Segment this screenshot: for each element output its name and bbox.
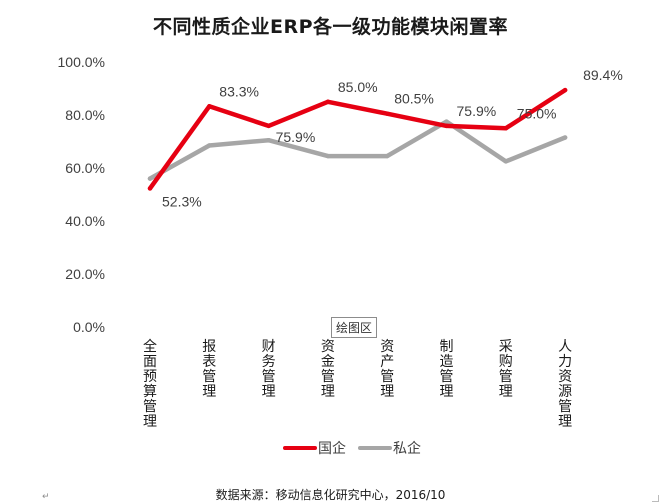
data-label: 52.3% bbox=[162, 193, 202, 209]
y-tick-label: 20.0% bbox=[65, 266, 105, 282]
data-point[interactable] bbox=[444, 119, 449, 124]
legend-label: 国企 bbox=[318, 440, 346, 457]
svg-text:财: 财 bbox=[262, 339, 276, 355]
svg-text:管: 管 bbox=[440, 369, 454, 385]
svg-text:全: 全 bbox=[143, 338, 157, 355]
svg-text:理: 理 bbox=[440, 384, 454, 400]
svg-text:预: 预 bbox=[143, 369, 157, 385]
resize-handle-icon[interactable] bbox=[652, 495, 659, 502]
svg-text:理: 理 bbox=[558, 414, 572, 430]
source-note: 数据来源：移动信息化研究中心，2016/10 bbox=[215, 488, 446, 502]
svg-text:理: 理 bbox=[143, 414, 157, 430]
data-point[interactable] bbox=[207, 104, 212, 109]
data-point[interactable] bbox=[503, 159, 508, 164]
series-line-state[interactable] bbox=[147, 87, 568, 191]
svg-text:资: 资 bbox=[321, 339, 335, 355]
legend-item[interactable]: 国企 bbox=[283, 440, 346, 457]
svg-text:管: 管 bbox=[558, 399, 572, 415]
svg-text:管: 管 bbox=[202, 369, 216, 385]
data-label: 85.0% bbox=[338, 79, 378, 95]
series-line-private[interactable] bbox=[147, 119, 568, 181]
data-label: 75.9% bbox=[276, 129, 316, 145]
data-label: 80.5% bbox=[394, 91, 434, 107]
svg-text:管: 管 bbox=[143, 399, 157, 415]
chart-title: 不同性质企业ERP各一级功能模块闲置率 bbox=[152, 16, 509, 38]
y-tick-label: 0.0% bbox=[73, 319, 105, 335]
data-point[interactable] bbox=[266, 137, 271, 143]
svg-text:制: 制 bbox=[440, 339, 454, 355]
data-point[interactable] bbox=[266, 123, 271, 129]
svg-text:力: 力 bbox=[558, 354, 572, 370]
svg-text:造: 造 bbox=[440, 354, 454, 370]
legend-label: 私企 bbox=[393, 440, 421, 457]
svg-text:管: 管 bbox=[262, 369, 276, 385]
data-point[interactable] bbox=[147, 186, 153, 191]
svg-text:管: 管 bbox=[499, 369, 513, 385]
svg-text:资: 资 bbox=[380, 339, 394, 355]
y-tick-label: 100.0% bbox=[58, 54, 105, 70]
svg-text:人: 人 bbox=[558, 339, 572, 355]
data-label: 75.9% bbox=[457, 103, 497, 119]
y-axis-ticks: 0.0% 20.0% 40.0% 60.0% 80.0% 100.0% bbox=[58, 54, 105, 335]
plot-area-tag: 绘图区 bbox=[331, 317, 378, 338]
svg-text:理: 理 bbox=[262, 384, 276, 400]
svg-text:理: 理 bbox=[321, 384, 335, 400]
data-point[interactable] bbox=[325, 99, 331, 104]
y-tick-label: 40.0% bbox=[65, 213, 105, 229]
data-point[interactable] bbox=[207, 143, 212, 148]
data-point[interactable] bbox=[385, 111, 390, 116]
data-labels: 52.3% 83.3% 75.9% 85.0% 80.5% 75.9% 75.0% 89.4% bbox=[162, 67, 623, 209]
data-point[interactable] bbox=[562, 87, 568, 93]
svg-text:报: 报 bbox=[202, 339, 216, 355]
data-label: 75.0% bbox=[517, 105, 557, 121]
data-point[interactable] bbox=[562, 135, 568, 140]
data-point[interactable] bbox=[325, 153, 331, 159]
data-point[interactable] bbox=[444, 123, 449, 129]
svg-text:资: 资 bbox=[558, 369, 572, 385]
svg-text:产: 产 bbox=[380, 354, 394, 370]
legend-item[interactable]: 私企 bbox=[358, 440, 421, 457]
data-point[interactable] bbox=[385, 153, 390, 159]
svg-text:购: 购 bbox=[499, 354, 513, 370]
series-lines bbox=[147, 87, 568, 191]
svg-text:理: 理 bbox=[380, 384, 394, 400]
data-label: 83.3% bbox=[219, 83, 259, 99]
y-tick-label: 60.0% bbox=[65, 160, 105, 176]
svg-text:算: 算 bbox=[143, 384, 157, 400]
data-point[interactable] bbox=[503, 126, 508, 131]
svg-text:管: 管 bbox=[321, 369, 335, 385]
svg-text:管: 管 bbox=[380, 369, 394, 385]
paragraph-mark-icon: ↵ bbox=[42, 492, 50, 502]
legend: 国企 私企 bbox=[283, 440, 421, 457]
data-label: 89.4% bbox=[583, 67, 623, 83]
data-point[interactable] bbox=[147, 176, 153, 181]
svg-text:务: 务 bbox=[262, 354, 276, 370]
svg-text:金: 金 bbox=[321, 354, 335, 370]
svg-text:采: 采 bbox=[499, 339, 513, 355]
svg-text:面: 面 bbox=[143, 354, 157, 370]
svg-text:源: 源 bbox=[558, 384, 572, 400]
svg-text:理: 理 bbox=[202, 384, 216, 400]
svg-text:表: 表 bbox=[202, 354, 216, 370]
y-tick-label: 80.0% bbox=[65, 107, 105, 123]
svg-text:理: 理 bbox=[499, 384, 513, 400]
